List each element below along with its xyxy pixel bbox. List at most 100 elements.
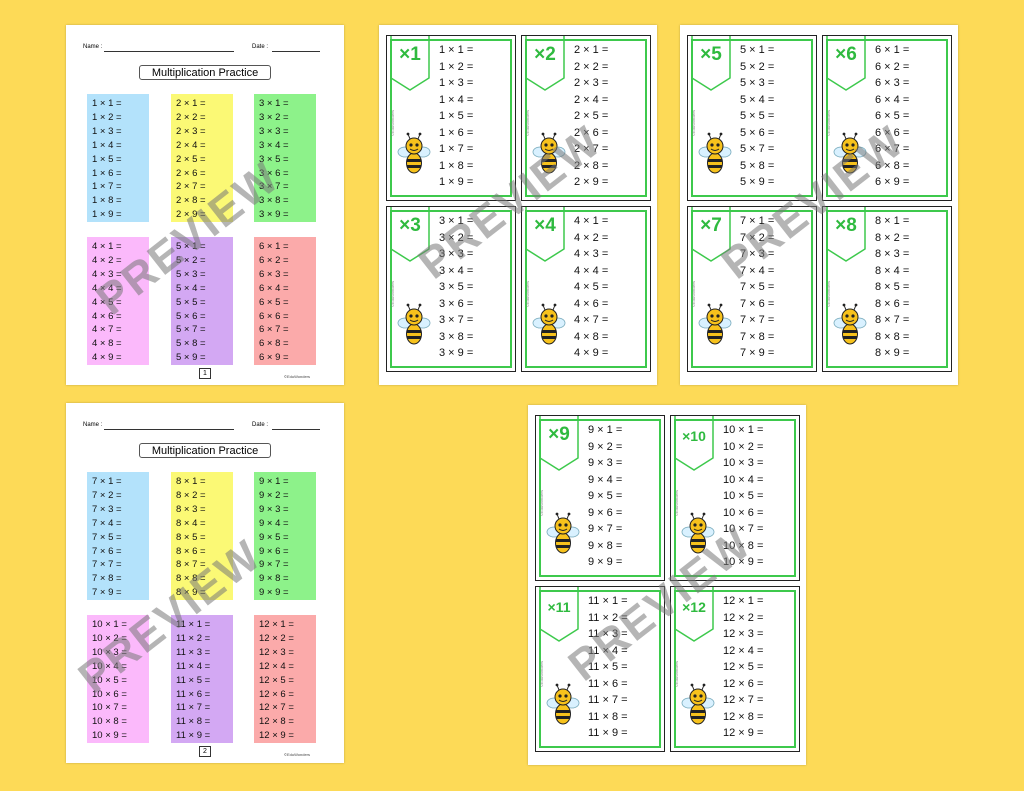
fact-item: 4 × 5 = — [574, 281, 609, 293]
bee-icon — [397, 132, 431, 181]
fact-block: 5 × 1 = 5 × 2 = 5 × 3 = 5 × 4 = 5 × 5 = 5 × 6… — [171, 237, 233, 365]
multiplier-badge: ×11 — [547, 599, 571, 615]
fact-item: 9 × 4 = — [259, 517, 289, 529]
ribbon-banner — [390, 36, 430, 97]
worksheet-page: Name : Date : Multiplication Practice 7 × 1… — [66, 403, 344, 763]
fact-item: 8 × 2 = — [875, 231, 910, 244]
fact-item: 9 × 5 = — [588, 490, 623, 502]
fact-item: 12 × 8 = — [723, 710, 764, 723]
fact-item: 12 × 1 = — [723, 595, 764, 607]
fact-item: 11 × 1 = — [588, 595, 628, 607]
flashcard: ×10 10 × 1 = 10 × 2 = 10 × 3 = 10 × 4 = 10 × … — [670, 415, 800, 581]
ribbon-banner — [539, 587, 579, 648]
fact-item: 5 × 8 = — [740, 159, 775, 172]
fact-block: 8 × 1 = 8 × 2 = 8 × 3 = 8 × 4 = 8 × 5 = 8 × 6… — [171, 472, 233, 600]
fact-item: 10 × 9 = — [92, 730, 127, 742]
fact-item: 11 × 2 = — [176, 632, 211, 644]
fact-item: 2 × 3 = — [176, 125, 206, 137]
fact-item: 4 × 2 = — [574, 231, 609, 244]
fact-item: 12 × 2 = — [259, 632, 294, 644]
fact-item: 10 × 7 = — [92, 702, 127, 714]
fact-item: 3 × 4 = — [439, 264, 474, 277]
card-credit: ©EduWonders — [826, 281, 831, 307]
fact-item: 9 × 2 = — [259, 489, 289, 501]
fact-item: 9 × 8 = — [259, 573, 289, 585]
fact-item: 1 × 3 = — [92, 125, 122, 137]
fact-list: 12 × 1 = 12 × 2 = 12 × 3 = 12 × 4 = 12 × 5 =… — [723, 593, 763, 742]
name-label: Name : — [83, 44, 103, 50]
fact-item: 8 × 9 = — [176, 587, 206, 599]
fact-item: 10 × 2 = — [92, 632, 127, 644]
fact-block: 3 × 1 = 3 × 2 = 3 × 3 = 3 × 4 = 3 × 5 = 3 × 6… — [254, 94, 316, 222]
flashcard: ×5 5 × 1 = 5 × 2 = 5 × 3 = 5 × 4 = 5 × 5 = 5 ×… — [687, 35, 817, 201]
fact-item: 3 × 2 = — [259, 111, 289, 123]
fact-item: 11 × 5 = — [588, 661, 628, 673]
bee-icon — [532, 132, 566, 181]
fact-item: 1 × 2 = — [92, 111, 122, 123]
fact-item: 6 × 1 = — [875, 44, 910, 56]
card-border — [674, 419, 796, 577]
bee-icon — [397, 303, 431, 352]
flashcard: ×7 7 × 1 = 7 × 2 = 7 × 3 = 7 × 4 = 7 × 5 = 7 ×… — [687, 206, 817, 372]
fact-item: 5 × 1 = — [740, 44, 775, 56]
fact-item: 4 × 7 = — [574, 314, 609, 326]
fact-item: 12 × 7 = — [723, 694, 764, 706]
fact-block: 6 × 1 = 6 × 2 = 6 × 3 = 6 × 4 = 6 × 5 = 6 × 6… — [254, 237, 316, 365]
fact-item: 1 × 7 = — [439, 143, 474, 155]
fact-item: 2 × 7 = — [574, 143, 609, 155]
card-border — [525, 39, 647, 197]
fact-item: 10 × 3 = — [723, 457, 764, 469]
fact-item: 7 × 2 = — [92, 489, 122, 501]
fact-item: 1 × 7 = — [92, 181, 122, 193]
fact-block: 9 × 1 = 9 × 2 = 9 × 3 = 9 × 4 = 9 × 5 = 9 × 6… — [254, 472, 316, 600]
fact-item: 7 × 9 = — [740, 347, 775, 359]
card-border — [390, 210, 512, 368]
fact-item: 7 × 8 = — [92, 573, 122, 585]
fact-item: 12 × 6 = — [259, 688, 294, 700]
fact-item: 7 × 2 = — [740, 231, 775, 244]
fact-item: 2 × 8 = — [574, 159, 609, 172]
fact-item: 1 × 1 = — [439, 44, 474, 56]
bee-icon — [833, 303, 867, 352]
card-border — [691, 39, 813, 197]
fact-item: 11 × 7 = — [176, 702, 211, 714]
card-credit: ©EduWonders — [525, 281, 530, 307]
fact-item: 7 × 4 = — [740, 264, 775, 277]
fact-list: 2 × 1 = 2 × 2 = 2 × 3 = 2 × 4 = 2 × 5 = 2 × 6… — [574, 42, 608, 191]
fact-item: 9 × 7 = — [259, 559, 289, 571]
credit-text: ©EduWonders — [284, 752, 310, 757]
fact-block: 11 × 1 = 11 × 2 = 11 × 3 = 11 × 4 = 11 × 5 =… — [171, 615, 233, 743]
fact-item: 7 × 9 = — [92, 587, 122, 599]
fact-item: 3 × 6 = — [439, 297, 474, 310]
card-credit: ©EduWonders — [674, 661, 679, 687]
fact-item: 8 × 5 = — [875, 281, 910, 293]
multiplier-badge: ×1 — [399, 44, 421, 65]
fact-item: 6 × 5 = — [259, 296, 289, 308]
fact-block: 2 × 1 = 2 × 2 = 2 × 3 = 2 × 4 = 2 × 5 = 2 × 6… — [171, 94, 233, 222]
fact-item: 2 × 3 = — [574, 77, 609, 89]
flashcard: ×1 1 × 1 = 1 × 2 = 1 × 3 = 1 × 4 = 1 × 5 = 1 ×… — [386, 35, 516, 201]
fact-item: 2 × 1 = — [574, 44, 609, 56]
fact-item: 1 × 8 = — [439, 159, 474, 172]
flashcard-page: ×9 9 × 1 = 9 × 2 = 9 × 3 = 9 × 4 = 9 × 5 = 9 ×… — [528, 405, 806, 765]
fact-item: 11 × 3 = — [176, 646, 211, 658]
fact-item: 9 × 3 = — [259, 503, 289, 515]
fact-item: 12 × 6 = — [723, 677, 764, 690]
fact-item: 10 × 6 = — [723, 506, 764, 519]
fact-list: 10 × 1 = 10 × 2 = 10 × 3 = 10 × 4 = 10 × 5 =… — [723, 422, 763, 571]
fact-item: 7 × 6 = — [740, 297, 775, 310]
card-credit: ©EduWonders — [691, 281, 696, 307]
fact-item: 7 × 1 = — [92, 476, 122, 487]
card-credit: ©EduWonders — [390, 281, 395, 307]
fact-item: 12 × 4 = — [259, 660, 294, 672]
fact-item: 10 × 9 = — [723, 556, 764, 568]
fact-item: 3 × 3 = — [439, 248, 474, 260]
fact-item: 9 × 6 = — [259, 545, 289, 557]
multiplier-badge: ×12 — [682, 599, 706, 615]
fact-item: 10 × 1 = — [92, 619, 127, 630]
bee-icon — [532, 303, 566, 352]
fact-list: 5 × 1 = 5 × 2 = 5 × 3 = 5 × 4 = 5 × 5 = 5 × 6… — [740, 42, 774, 191]
fact-item: 1 × 1 = — [92, 98, 122, 109]
fact-item: 11 × 4 = — [588, 644, 628, 657]
fact-item: 8 × 4 = — [875, 264, 910, 277]
